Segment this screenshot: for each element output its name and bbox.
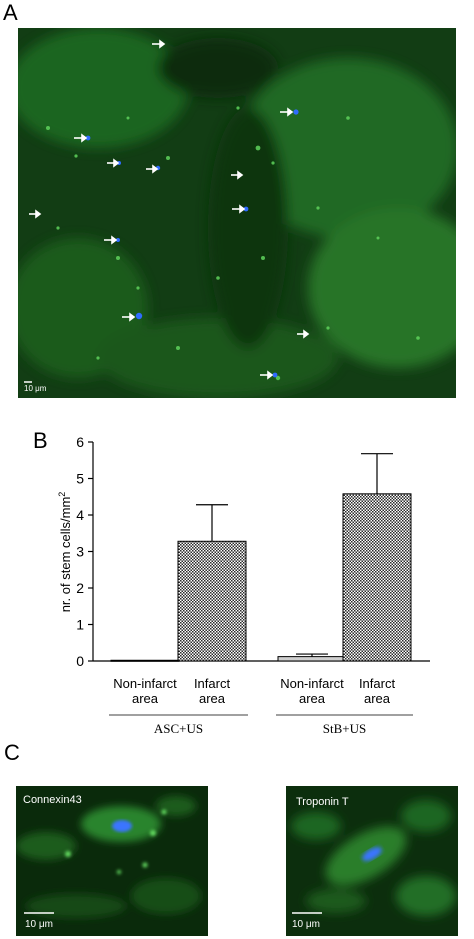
category-label: area (299, 691, 326, 706)
y-tick-label: 4 (76, 507, 84, 523)
bar (277, 656, 347, 662)
group-label: StB+US (323, 721, 366, 736)
y-tick-label: 1 (76, 617, 84, 633)
bar (110, 659, 180, 662)
panel-label-a: A (3, 0, 18, 25)
panel-label-c: C (4, 740, 20, 765)
y-axis-label: nr. of stem cells/mm2 (57, 492, 73, 613)
y-axis-label-text: nr. of stem cells/mm (58, 497, 73, 613)
bar-chart: nr. of stem cells/mm2 0 1 2 3 4 5 6 Non-infarc… (57, 434, 430, 736)
micrograph-c-right: Troponin T 10 μm (286, 786, 458, 936)
category-label: area (199, 691, 226, 706)
y-tick-label: 5 (76, 471, 84, 487)
category-label: area (132, 691, 159, 706)
fluorescence-image-c-left (16, 786, 208, 936)
bar (177, 540, 247, 662)
y-tick-label: 3 (76, 544, 84, 560)
y-tick-label: 2 (76, 580, 84, 596)
group-label: ASC+US (154, 721, 203, 736)
category-label: Non-infarct (280, 676, 344, 691)
y-tick-label: 0 (76, 653, 84, 669)
nucleus-markers (29, 39, 310, 380)
category-label: Non-infarct (113, 676, 177, 691)
category-labels: Non-infarctareaInfarctareaASC+USNon-infa… (109, 676, 413, 736)
fluorescence-image-a (18, 28, 456, 398)
fluorescence-image-c-right (286, 786, 458, 936)
category-label: Infarct (194, 676, 231, 691)
scale-label-c-right: 10 μm (292, 919, 320, 930)
micrograph-c-left: Connexin43 10 μm (16, 786, 208, 936)
y-tick-label: 6 (76, 434, 84, 450)
micrograph-a: 10 μm (18, 28, 456, 398)
inset-title-connexin43: Connexin43 (23, 794, 82, 806)
scale-label-a: 10 μm (24, 384, 47, 393)
inset-title-troponin-t: Troponin T (296, 796, 349, 808)
category-label: area (364, 691, 391, 706)
svg-text:nr. of stem cells/mm2: nr. of stem cells/mm2 (57, 492, 73, 613)
category-label: Infarct (359, 676, 396, 691)
y-axis-label-sup: 2 (57, 492, 67, 497)
chart-bars (110, 453, 412, 662)
bar (342, 493, 412, 662)
panel-label-b: B (33, 428, 48, 453)
scale-label-c-left: 10 μm (25, 919, 53, 930)
